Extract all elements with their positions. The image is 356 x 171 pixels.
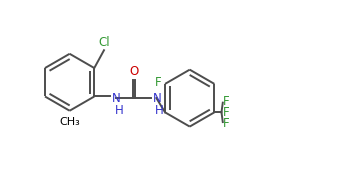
Text: N: N: [152, 92, 161, 105]
Text: F: F: [223, 95, 230, 108]
Text: F: F: [155, 76, 161, 89]
Text: N: N: [112, 92, 121, 105]
Text: O: O: [130, 65, 139, 78]
Text: F: F: [223, 117, 230, 130]
Text: CH₃: CH₃: [59, 117, 80, 127]
Text: H: H: [115, 104, 124, 117]
Text: Cl: Cl: [98, 36, 110, 49]
Text: F: F: [223, 106, 230, 119]
Text: H: H: [155, 104, 164, 117]
